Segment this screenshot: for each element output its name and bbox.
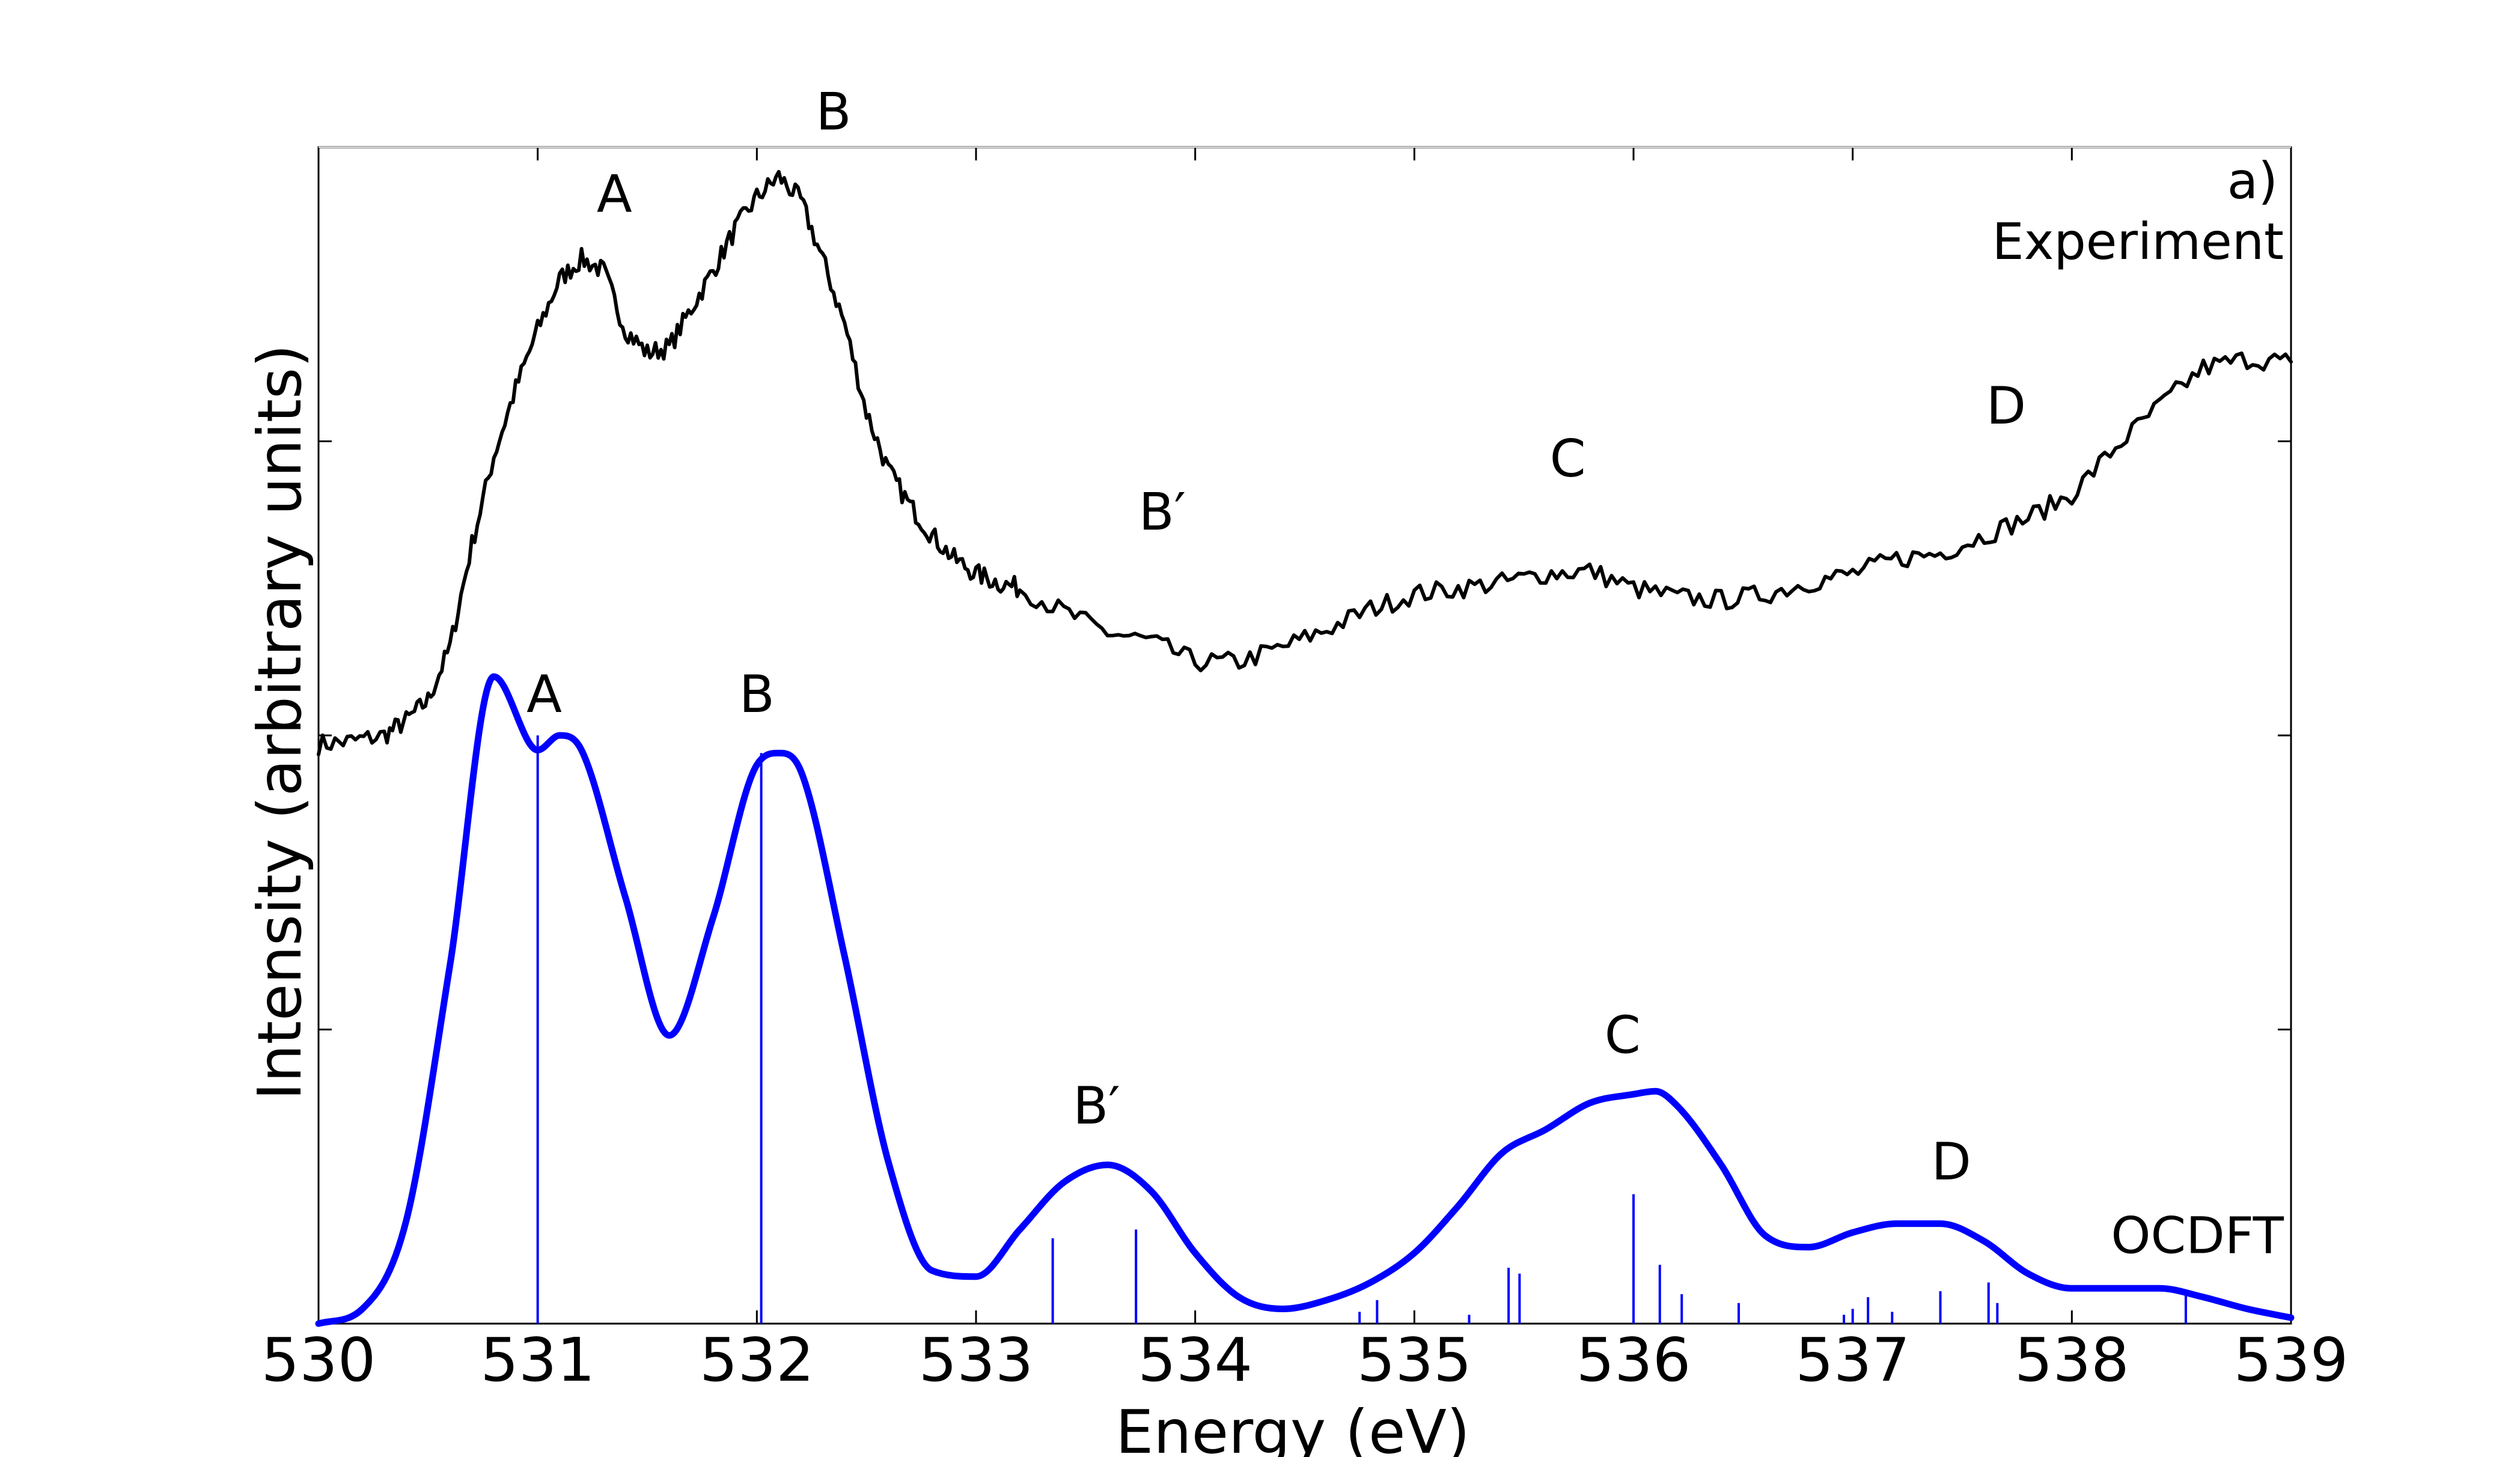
x-tick-label-537: 537 — [1795, 1325, 1910, 1395]
experiment-peak-label: C — [1550, 429, 1586, 489]
ocdft-peak-label: B′ — [1073, 1076, 1120, 1136]
experiment-line — [317, 169, 2293, 756]
x-tick-label-530: 530 — [261, 1325, 376, 1395]
experiment-peak-label: B — [816, 82, 851, 142]
x-tick-label-536: 536 — [1576, 1325, 1691, 1395]
ocdft-peak-label: A — [526, 665, 562, 725]
axes-layer — [317, 146, 2292, 1325]
series-name-label: OCDFT — [2111, 1206, 2284, 1265]
experiment-peak-label: A — [597, 165, 632, 225]
panel-label: a) — [2227, 151, 2278, 210]
ocdft-peak-label: D — [1932, 1132, 1971, 1192]
x-axis-title: Energy (eV) — [1115, 1397, 1470, 1457]
x-tick-label-539: 539 — [2234, 1325, 2349, 1395]
ocdft-line — [315, 673, 2295, 1327]
x-tick-label-533: 533 — [919, 1325, 1034, 1395]
experiment-peak-label: B′ — [1139, 482, 1186, 542]
experiment-peak-label: D — [1986, 376, 2026, 436]
plot-frame — [317, 146, 2292, 1325]
x-tick-label-532: 532 — [700, 1325, 814, 1395]
x-tick-label-535: 535 — [1357, 1325, 1472, 1395]
x-tick-label-538: 538 — [2015, 1325, 2129, 1395]
ocdft-peak-label: C — [1605, 1006, 1641, 1066]
x-tick-label-531: 531 — [480, 1325, 595, 1395]
series-name-label: Experiment — [1992, 212, 2284, 271]
data-layer — [315, 169, 2295, 1327]
ocdft-peak-label: B — [739, 665, 775, 725]
text-layer: a) Energy (eV) Intensity (arbitrary unit… — [245, 82, 2348, 1457]
y-axis-title: Intensity (arbitrary units) — [245, 344, 315, 1100]
x-tick-label-534: 534 — [1138, 1325, 1252, 1395]
